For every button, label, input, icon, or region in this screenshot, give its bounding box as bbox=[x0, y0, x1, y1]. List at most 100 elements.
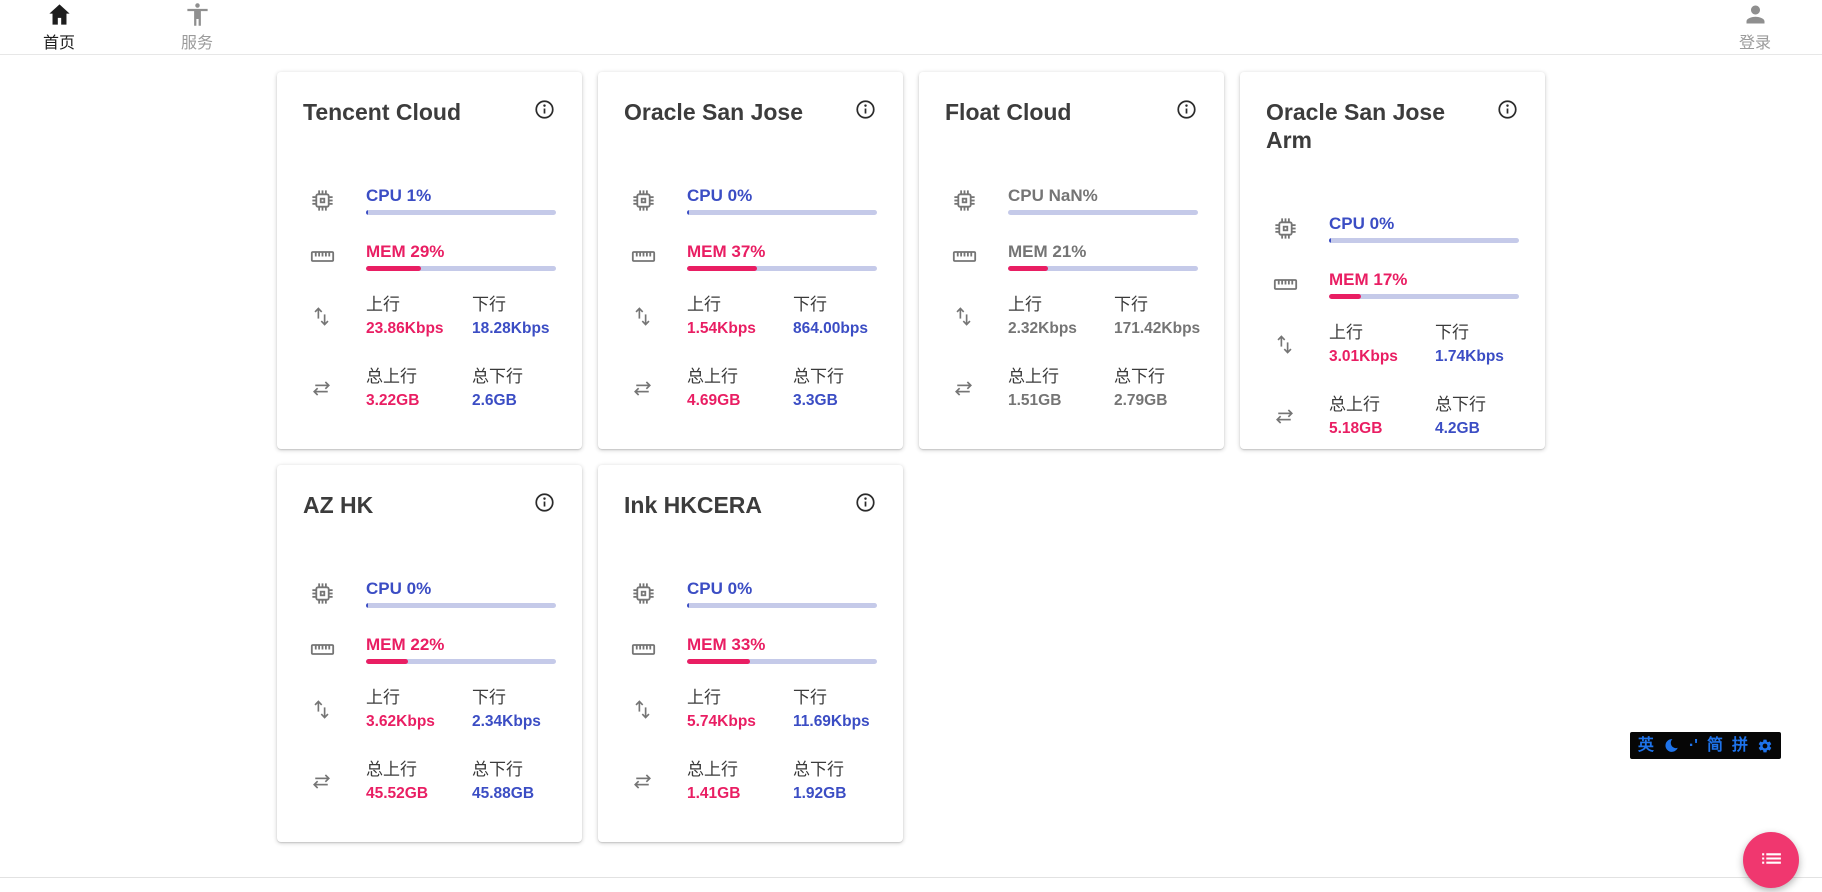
memory-ruler-icon bbox=[303, 243, 366, 270]
total-upload-label: 总上行 bbox=[366, 760, 417, 779]
cpu-progress-track bbox=[366, 603, 556, 608]
upload-value: 3.01Kbps bbox=[1329, 348, 1398, 365]
mem-progress-fill bbox=[366, 266, 422, 271]
main-content: Tencent Cloud CPU 1% bbox=[0, 72, 1822, 892]
server-card[interactable]: Tencent Cloud CPU 1% bbox=[277, 72, 582, 449]
updown-arrows-icon bbox=[624, 697, 687, 722]
upload-label: 上行 bbox=[687, 295, 721, 314]
mem-progress-fill bbox=[1008, 266, 1048, 271]
updown-arrows-icon bbox=[1266, 332, 1329, 357]
nav-item-services[interactable]: 服务 bbox=[174, 1, 220, 53]
server-card[interactable]: Oracle San Jose Arm CP bbox=[1240, 72, 1545, 449]
mem-progress-track bbox=[687, 659, 877, 664]
nav-item-label: 首页 bbox=[42, 35, 75, 52]
download-label: 下行 bbox=[1114, 295, 1148, 314]
cpu-progress-track bbox=[366, 210, 556, 215]
accessibility-person-icon bbox=[184, 1, 211, 28]
total-upload-value: 3.22GB bbox=[366, 392, 420, 409]
person-icon bbox=[1742, 1, 1769, 28]
upload-value: 23.86Kbps bbox=[366, 320, 444, 337]
mem-progress-track bbox=[1008, 266, 1198, 271]
server-name: Ink HKCERA bbox=[624, 492, 763, 518]
swap-arrows-icon bbox=[624, 769, 687, 794]
total-download-label: 总下行 bbox=[472, 367, 523, 386]
total-download-value: 1.92GB bbox=[793, 785, 847, 802]
cpu-usage-label: CPU 0% bbox=[687, 186, 753, 205]
server-card[interactable]: Ink HKCERA CPU 0% bbox=[598, 465, 903, 842]
info-icon[interactable] bbox=[533, 491, 556, 514]
upload-value: 1.54Kbps bbox=[687, 320, 756, 337]
nav-item-label: 服务 bbox=[180, 35, 213, 52]
info-icon[interactable] bbox=[854, 98, 877, 121]
total-download-value: 2.79GB bbox=[1114, 392, 1168, 409]
cpu-chip-icon bbox=[303, 187, 366, 214]
ime-indicator-bar[interactable]: 英 ·' 简 拼 bbox=[1629, 732, 1781, 759]
mem-progress-track bbox=[366, 659, 556, 664]
mem-progress-track bbox=[1329, 294, 1519, 299]
swap-arrows-icon bbox=[945, 376, 1008, 401]
updown-arrows-icon bbox=[624, 304, 687, 329]
swap-arrows-icon bbox=[1266, 404, 1329, 429]
download-value: 18.28Kbps bbox=[472, 320, 550, 337]
updown-arrows-icon bbox=[945, 304, 1008, 329]
mem-usage-label: MEM 22% bbox=[366, 635, 445, 654]
cpu-chip-icon bbox=[303, 580, 366, 607]
updown-arrows-icon bbox=[303, 304, 366, 329]
server-card[interactable]: AZ HK CPU 0% bbox=[277, 465, 582, 842]
updown-arrows-icon bbox=[303, 697, 366, 722]
ime-pinyin-mode[interactable]: 拼 bbox=[1731, 737, 1748, 754]
home-icon bbox=[46, 1, 73, 28]
info-icon[interactable] bbox=[1175, 98, 1198, 121]
download-value: 11.69Kbps bbox=[793, 713, 870, 730]
upload-label: 上行 bbox=[687, 688, 721, 707]
cpu-progress-fill bbox=[366, 210, 368, 215]
memory-ruler-icon bbox=[1266, 271, 1329, 298]
total-upload-label: 总上行 bbox=[687, 760, 738, 779]
total-upload-label: 总上行 bbox=[1008, 367, 1059, 386]
total-download-value: 2.6GB bbox=[472, 392, 517, 409]
upload-label: 上行 bbox=[1008, 295, 1042, 314]
ime-language-mode[interactable]: 英 bbox=[1637, 737, 1654, 754]
info-icon[interactable] bbox=[854, 491, 877, 514]
mem-progress-track bbox=[687, 266, 877, 271]
mem-progress-fill bbox=[687, 659, 750, 664]
nav-item-login[interactable]: 登录 bbox=[1732, 1, 1778, 53]
server-name: Float Cloud bbox=[945, 99, 1072, 125]
download-value: 1.74Kbps bbox=[1435, 348, 1504, 365]
server-name: Tencent Cloud bbox=[303, 99, 462, 125]
settings-gear-icon[interactable] bbox=[1757, 738, 1773, 754]
total-download-label: 总下行 bbox=[1435, 395, 1486, 414]
server-card[interactable]: Float Cloud CPU NaN% bbox=[919, 72, 1224, 449]
info-icon[interactable] bbox=[533, 98, 556, 121]
mem-usage-label: MEM 21% bbox=[1008, 242, 1087, 261]
swap-arrows-icon bbox=[624, 376, 687, 401]
ime-punctuation-mode[interactable]: ·' bbox=[1688, 737, 1698, 754]
mem-progress-fill bbox=[366, 659, 408, 664]
cpu-chip-icon bbox=[624, 187, 687, 214]
cpu-progress-fill bbox=[366, 603, 368, 608]
mem-usage-label: MEM 37% bbox=[687, 242, 766, 261]
upload-value: 3.62Kbps bbox=[366, 713, 435, 730]
total-upload-value: 5.18GB bbox=[1329, 420, 1383, 437]
cpu-progress-fill bbox=[687, 603, 689, 608]
server-name: Oracle San Jose bbox=[624, 99, 803, 125]
moon-half-width-icon[interactable] bbox=[1663, 737, 1680, 754]
server-card[interactable]: Oracle San Jose CPU 0% bbox=[598, 72, 903, 449]
total-download-value: 45.88GB bbox=[472, 785, 535, 802]
cpu-usage-label: CPU NaN% bbox=[1008, 186, 1098, 205]
download-label: 下行 bbox=[472, 295, 506, 314]
footer-divider bbox=[0, 877, 1822, 878]
mem-usage-label: MEM 33% bbox=[687, 635, 766, 654]
download-label: 下行 bbox=[472, 688, 506, 707]
upload-label: 上行 bbox=[366, 688, 400, 707]
mem-usage-label: MEM 17% bbox=[1329, 270, 1408, 289]
server-list-fab[interactable] bbox=[1743, 832, 1799, 888]
total-upload-label: 总上行 bbox=[366, 367, 417, 386]
list-icon bbox=[1759, 846, 1784, 874]
nav-item-home[interactable]: 首页 bbox=[36, 1, 82, 53]
swap-arrows-icon bbox=[303, 376, 366, 401]
ime-simplified-mode[interactable]: 简 bbox=[1706, 737, 1723, 754]
info-icon[interactable] bbox=[1496, 98, 1519, 121]
total-upload-value: 45.52GB bbox=[366, 785, 429, 802]
total-upload-label: 总上行 bbox=[687, 367, 738, 386]
